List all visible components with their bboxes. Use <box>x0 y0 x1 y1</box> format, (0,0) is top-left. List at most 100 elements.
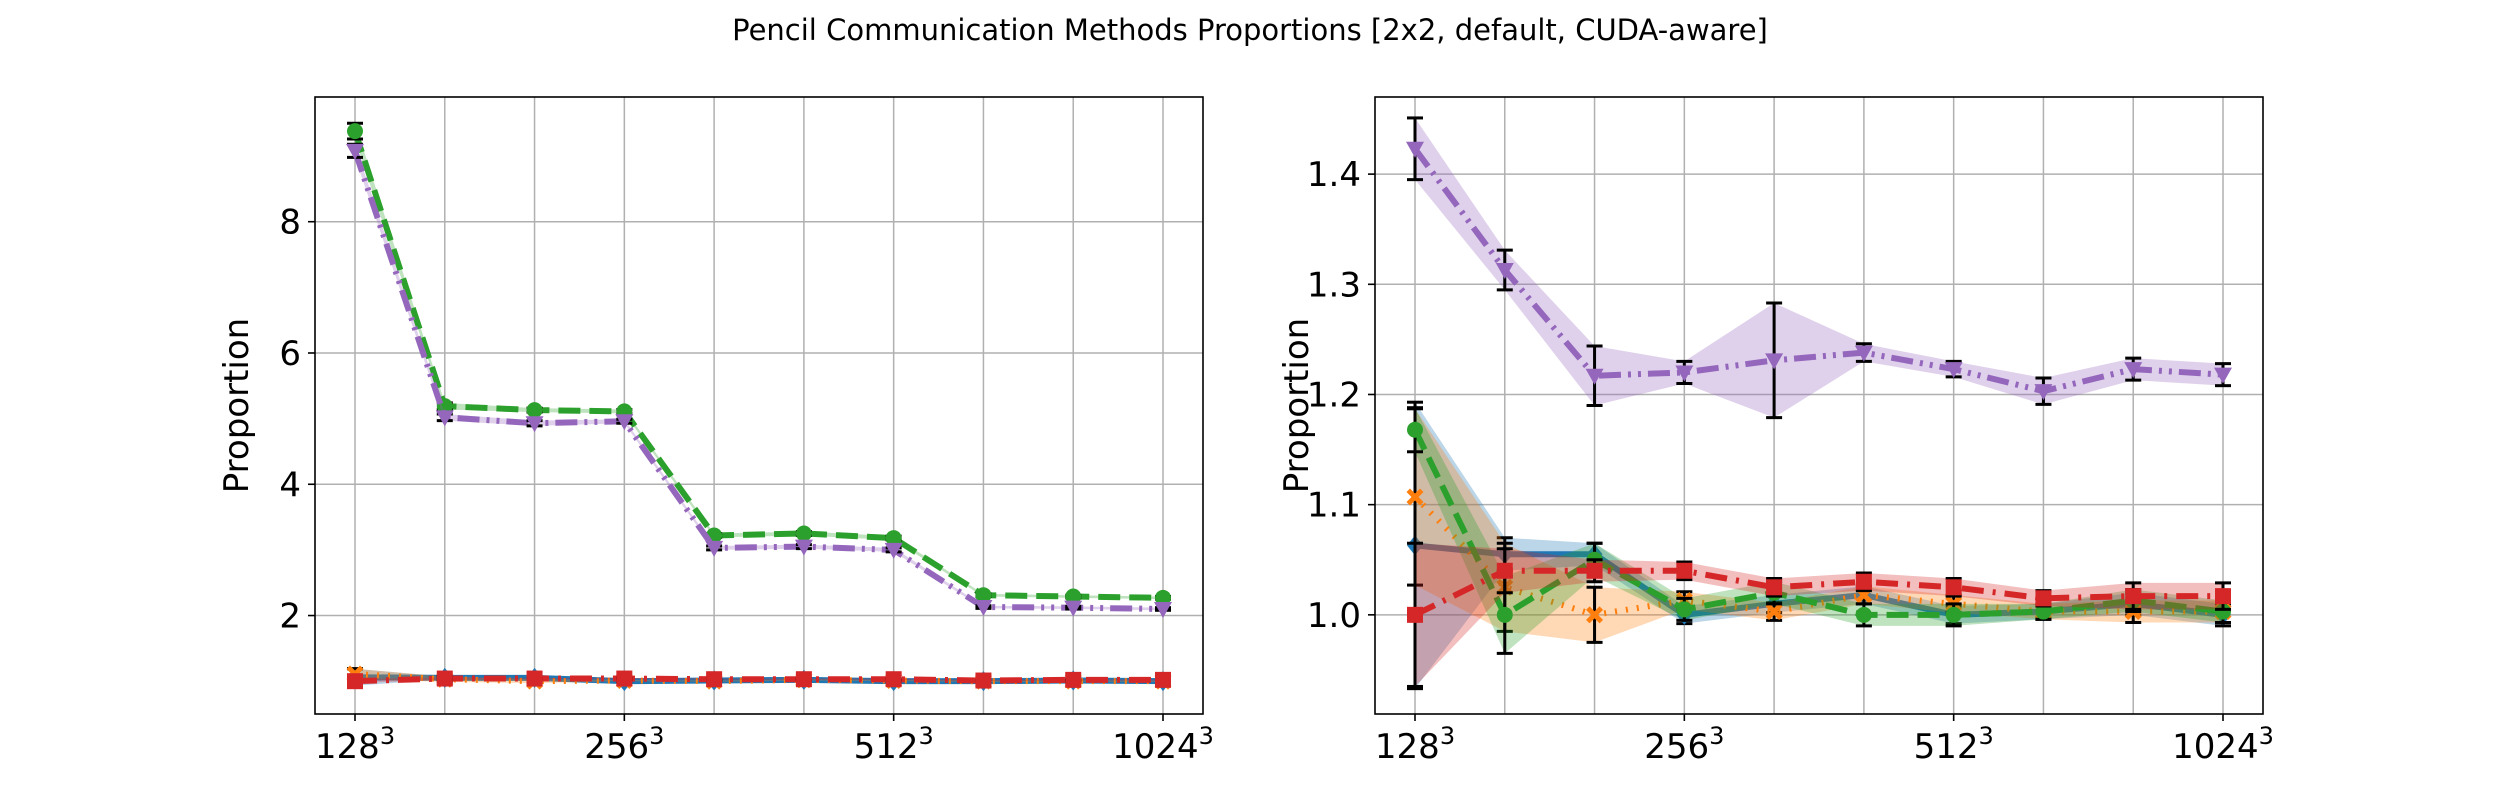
y-tick-label: 1.3 <box>1307 265 1361 305</box>
right-chart: 1.0 1.1 1.2 1.3 1.4 1283 2563 5123 10243 Proporti… <box>1277 96 2274 767</box>
data-point <box>1407 606 1423 623</box>
data-point <box>1945 579 1962 596</box>
y-tick-label: 1.2 <box>1307 375 1361 415</box>
series-line <box>352 130 1164 601</box>
data-point <box>1944 362 1963 379</box>
x-tick-label: 1283 <box>315 722 395 767</box>
data-point <box>1765 353 1784 370</box>
data-point <box>975 587 992 604</box>
data-point <box>1676 562 1693 579</box>
figure-title: Pencil Communication Methods Proportions… <box>732 13 1768 47</box>
data-point <box>2214 367 2232 384</box>
data-point <box>1855 573 1872 590</box>
confidence-band <box>355 123 1163 600</box>
x-tick-label: 10243 <box>1112 722 1214 767</box>
data-point <box>347 123 363 140</box>
data-point <box>975 672 992 689</box>
data-point <box>705 540 724 557</box>
series-line <box>1412 428 2224 618</box>
confidence-band <box>355 668 1163 684</box>
y-axis-label: Proportion <box>1277 318 1317 493</box>
data-point <box>1155 671 1171 688</box>
confidence-band <box>1415 407 2223 654</box>
series-5 <box>1406 116 2232 420</box>
series-1 <box>1407 400 2231 691</box>
y-tick-label: 1.1 <box>1307 486 1361 526</box>
y-tick-label: 1.4 <box>1307 155 1361 195</box>
confidence-band <box>1415 408 2223 643</box>
series-line <box>1413 567 2223 618</box>
data-point <box>2035 603 2052 620</box>
confidence-band <box>1415 117 2223 418</box>
data-point <box>346 143 364 160</box>
data-point <box>1155 589 1171 606</box>
series-4 <box>347 670 1171 690</box>
data-point <box>1406 141 1424 158</box>
confidence-band <box>1415 543 2223 687</box>
data-point <box>526 402 543 419</box>
data-point <box>1945 606 1962 623</box>
data-point <box>1065 588 1082 605</box>
data-point <box>794 539 813 556</box>
data-point <box>1585 368 1604 385</box>
data-point <box>347 673 363 690</box>
y-tick-label: 4 <box>279 465 301 505</box>
data-point <box>885 530 902 547</box>
data-point <box>2125 588 2142 605</box>
data-point <box>1064 600 1083 617</box>
data-point <box>1154 601 1172 618</box>
data-point <box>1854 345 1873 362</box>
data-point <box>526 670 543 687</box>
grid <box>1375 97 2263 714</box>
series-5 <box>346 142 1172 618</box>
data-point <box>795 671 812 688</box>
data-point <box>1586 606 1604 624</box>
confidence-band <box>355 677 1163 684</box>
data-point <box>525 416 544 433</box>
y-tick-label: 1.0 <box>1307 596 1361 636</box>
data-point <box>1676 601 1693 618</box>
x-tick-label: 1283 <box>1375 722 1455 767</box>
data-point <box>2034 384 2053 401</box>
plot-frame <box>1374 96 2264 715</box>
data-point <box>1855 606 1872 623</box>
data-point <box>2215 588 2231 605</box>
x-tick-label: 2563 <box>584 722 664 767</box>
data-point <box>1765 603 1783 621</box>
data-point <box>1766 579 1783 596</box>
data-point <box>435 410 454 427</box>
data-point <box>616 670 633 687</box>
data-point <box>706 671 723 688</box>
series-line <box>354 675 1163 685</box>
data-point <box>795 525 812 542</box>
y-tick-label: 2 <box>279 597 301 637</box>
series-line <box>1412 146 2224 395</box>
x-tick-label: 5123 <box>854 722 934 767</box>
data-point <box>885 671 902 688</box>
confidence-band <box>355 144 1163 611</box>
left-chart: 2 4 6 8 1283 2563 5123 10243 Proportion <box>217 96 1214 767</box>
data-point <box>2215 603 2231 620</box>
data-point <box>1675 365 1694 382</box>
data-point <box>1495 262 1514 279</box>
data-point <box>1496 562 1513 579</box>
data-point <box>884 542 903 559</box>
y-tick-label: 6 <box>279 334 301 374</box>
series-line <box>352 149 1164 612</box>
series-4 <box>1407 541 2231 688</box>
x-tick-label: 2563 <box>1644 722 1724 767</box>
data-point <box>2124 362 2143 379</box>
data-point <box>615 414 634 431</box>
y-tick-label: 8 <box>279 203 301 243</box>
data-point <box>1406 488 1424 506</box>
data-point <box>974 600 993 617</box>
data-point <box>2035 590 2052 607</box>
data-point <box>1586 562 1603 579</box>
y-axis-label: Proportion <box>217 318 257 493</box>
x-tick-label: 10243 <box>2172 722 2274 767</box>
data-point <box>436 670 453 687</box>
data-point <box>1496 606 1513 623</box>
series-3 <box>347 121 1171 606</box>
grid <box>315 97 1203 714</box>
